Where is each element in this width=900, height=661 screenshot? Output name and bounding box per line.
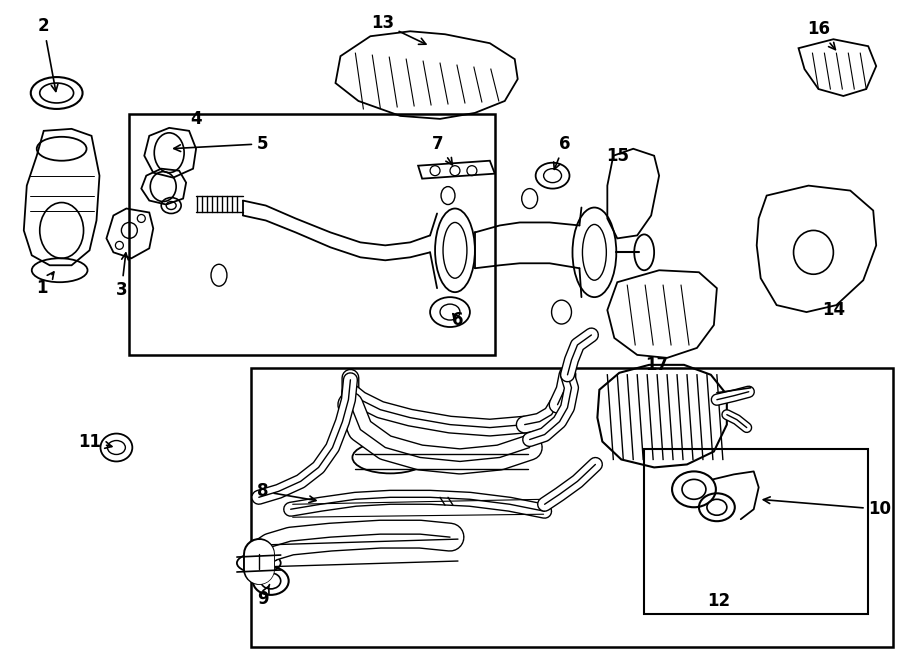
Text: 15: 15	[606, 147, 629, 165]
Bar	[644, 449, 868, 614]
Text: 17: 17	[645, 356, 669, 374]
Text: 16: 16	[807, 20, 835, 50]
Text: 10: 10	[763, 497, 892, 518]
Text: 6: 6	[554, 135, 571, 169]
Bar	[130, 114, 495, 355]
Text: 12: 12	[707, 592, 731, 610]
Text: 1: 1	[36, 272, 54, 297]
Text: 14: 14	[822, 301, 845, 319]
Text: 2: 2	[38, 17, 58, 91]
Bar	[251, 368, 893, 646]
Text: 3: 3	[115, 253, 129, 299]
Text: 4: 4	[190, 110, 202, 128]
Text: 13: 13	[371, 15, 426, 44]
Text: 5: 5	[174, 135, 268, 153]
Text: 8: 8	[257, 483, 316, 502]
Text: 7: 7	[432, 135, 453, 165]
Text: 11: 11	[78, 432, 112, 451]
Text: 6: 6	[452, 311, 464, 329]
Text: 9: 9	[257, 584, 269, 608]
